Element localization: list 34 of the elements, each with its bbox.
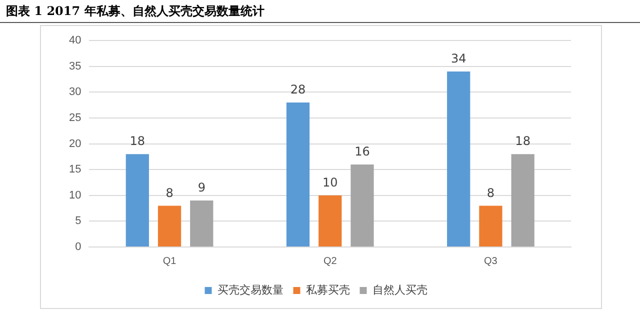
x-tick-label: Q3 <box>484 256 498 267</box>
data-label: 8 <box>486 186 495 200</box>
bar <box>286 102 310 246</box>
y-tick-label: 30 <box>68 86 82 98</box>
bar <box>479 206 502 246</box>
y-tick-label: 10 <box>68 189 82 202</box>
bar <box>190 200 214 246</box>
data-label: 34 <box>450 52 466 66</box>
bar <box>158 206 182 246</box>
x-tick-label: Q2 <box>323 256 338 267</box>
data-label: 16 <box>354 144 370 159</box>
data-label: 9 <box>198 180 206 195</box>
data-label: 10 <box>322 176 338 190</box>
legend-label: 自然人买壳 <box>372 283 428 296</box>
x-tick-label: Q1 <box>162 256 177 267</box>
y-tick-label: 40 <box>68 34 82 47</box>
bar <box>511 154 534 246</box>
y-tick-label: 20 <box>68 138 82 150</box>
bar <box>126 154 149 246</box>
data-label: 18 <box>515 134 530 148</box>
chart-title: 图表 1 2017 年私募、自然人买壳交易数量统计 <box>6 3 264 20</box>
y-tick-label: 15 <box>68 164 82 176</box>
bar <box>318 195 342 246</box>
y-tick-label: 0 <box>75 241 82 254</box>
data-label: 28 <box>290 82 306 97</box>
data-label: 8 <box>166 186 174 200</box>
y-tick-label: 5 <box>75 215 82 228</box>
legend-label: 私募买壳 <box>306 283 350 296</box>
y-tick-label: 25 <box>68 112 82 124</box>
legend-label: 买壳交易数量 <box>217 283 284 296</box>
bar <box>350 164 374 246</box>
data-label: 18 <box>130 134 146 148</box>
y-tick-label: 35 <box>68 60 82 72</box>
bar <box>447 72 470 246</box>
